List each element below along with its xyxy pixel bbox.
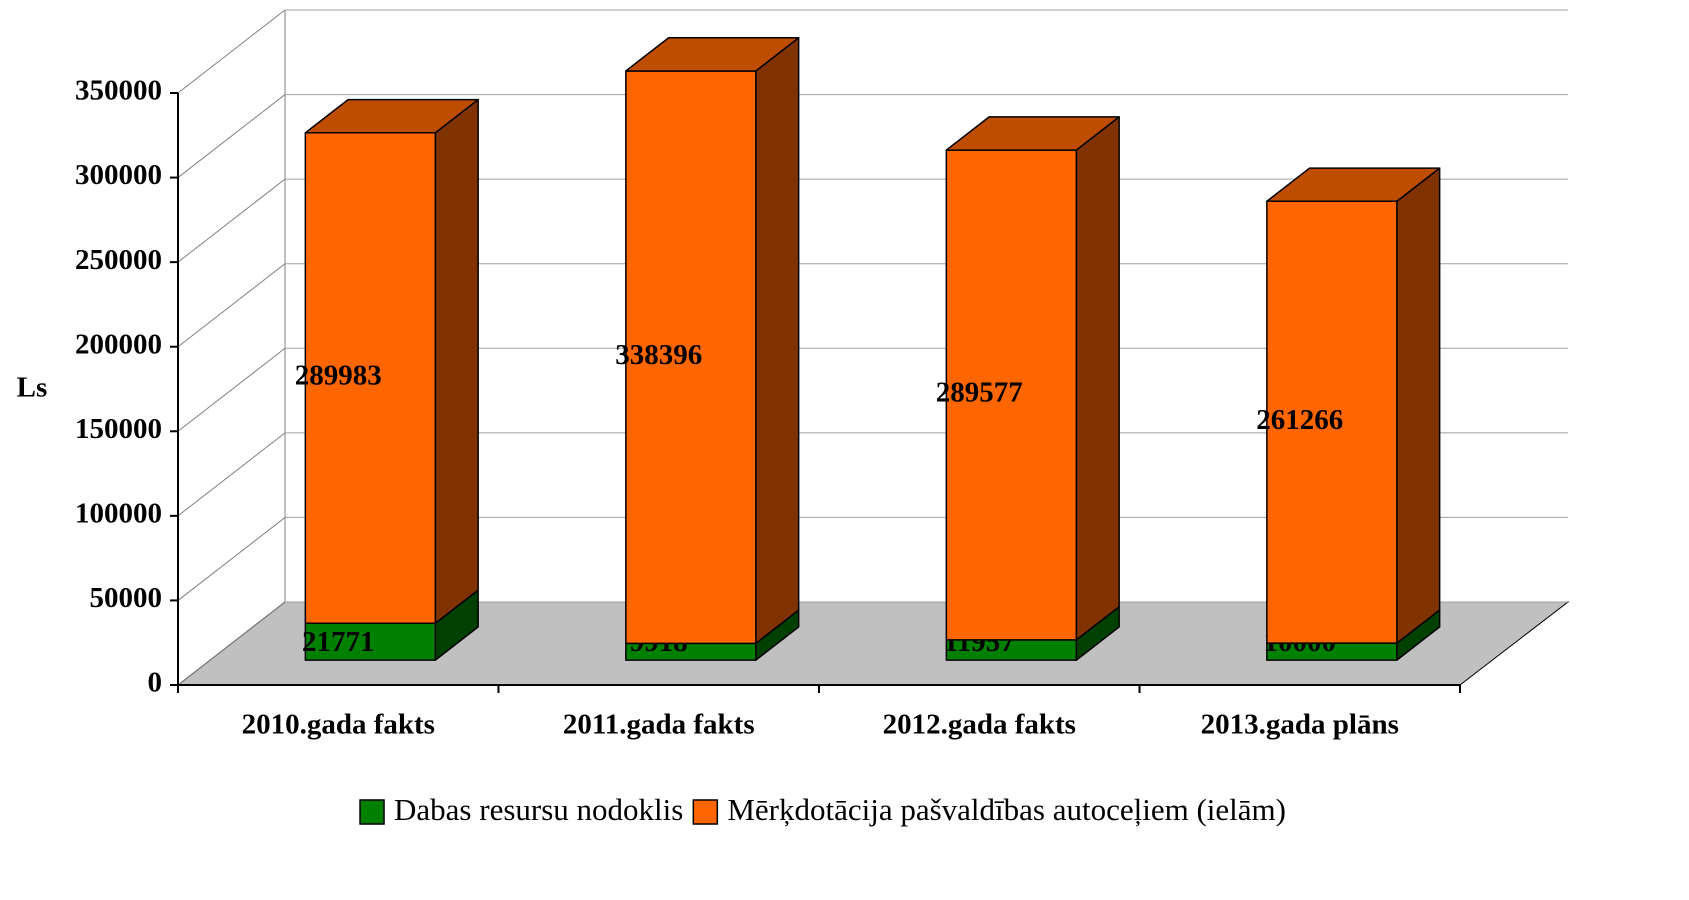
- grid-line: [177, 263, 286, 348]
- grid-line: [177, 432, 286, 517]
- data-label: 289983: [295, 360, 382, 392]
- x-tick-label: 2013.gada plāns: [1201, 709, 1399, 741]
- data-label: 21771: [302, 626, 375, 658]
- y-tick-label: 250000: [75, 244, 162, 276]
- bar-top: [1266, 167, 1441, 203]
- data-label: 338396: [615, 339, 702, 371]
- y-tick-label: 0: [148, 667, 163, 699]
- bar-top: [945, 116, 1120, 151]
- grid-line: [177, 178, 286, 263]
- bar-top: [625, 37, 800, 72]
- data-label: 289577: [936, 377, 1023, 409]
- data-label: 261266: [1256, 404, 1343, 436]
- grid-line: [177, 517, 286, 601]
- grid-line: [177, 94, 286, 178]
- legend-label: Dabas resursu nodoklis: [394, 792, 683, 827]
- y-tick-label: 50000: [90, 582, 163, 614]
- y-axis-label: Ls: [17, 372, 48, 404]
- x-tick-label: 2011.gada fakts: [563, 709, 755, 741]
- x-tick-label: 2010.gada fakts: [242, 709, 435, 741]
- bar-side: [1075, 116, 1120, 641]
- bar-side: [434, 98, 479, 625]
- y-tick-label: 300000: [75, 159, 162, 191]
- x-tick-label: 2012.gada fakts: [883, 709, 1076, 741]
- y-tick-label: 200000: [75, 328, 162, 360]
- legend-label: Mērķdotācija pašvaldības autoceļiem (iel…: [727, 792, 1286, 827]
- grid-line: [177, 9, 286, 94]
- bar-side: [1396, 167, 1441, 644]
- y-tick-label: 350000: [75, 75, 162, 107]
- bar-top: [304, 98, 479, 134]
- y-tick-label: 100000: [75, 498, 162, 530]
- bar-side: [755, 37, 800, 645]
- legend-swatch: [359, 799, 385, 825]
- grid-line: [177, 347, 286, 432]
- grid-line: [177, 601, 286, 686]
- y-tick-label: 150000: [75, 413, 162, 445]
- legend-swatch: [692, 799, 719, 825]
